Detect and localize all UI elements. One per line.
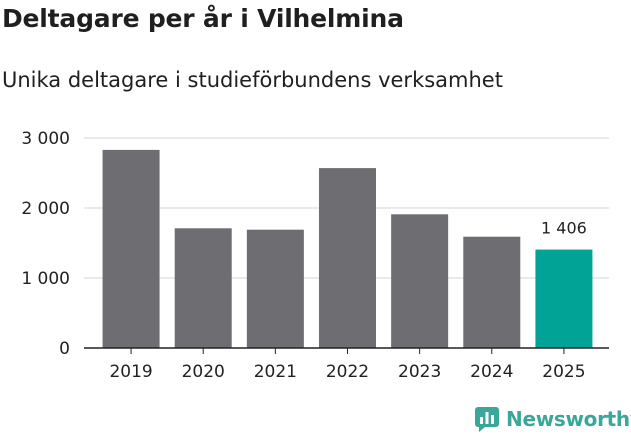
brand-name: Newsworthy xyxy=(506,407,631,431)
bar xyxy=(319,168,376,348)
y-tick-label: 0 xyxy=(59,339,70,359)
chart-title: Deltagare per år i Vilhelmina xyxy=(2,4,404,33)
chart-subtitle: Unika deltagare i studieförbundens verks… xyxy=(2,68,503,92)
x-tick-label: 2025 xyxy=(542,362,585,382)
newsworthy-logo-icon xyxy=(475,407,499,432)
bar-chart: 0 1 000 2 000 3 000 2019 2020 2021 2022 2023 2024… xyxy=(21,129,609,382)
x-tick-label: 2019 xyxy=(109,362,152,382)
y-tick-label: 3 000 xyxy=(21,129,70,149)
x-tick-label: 2023 xyxy=(398,362,441,382)
bar xyxy=(174,228,232,348)
data-label: 1 406 xyxy=(541,219,587,238)
newsworthy-logo: Newsworthy xyxy=(474,406,631,432)
y-tick-label: 2 000 xyxy=(21,199,70,219)
x-tick-label: 2021 xyxy=(254,362,297,382)
bar xyxy=(102,149,160,348)
bar xyxy=(463,236,521,348)
x-tick-label: 2020 xyxy=(182,362,225,382)
bar xyxy=(391,214,449,348)
bar xyxy=(246,229,304,348)
y-tick-label: 1 000 xyxy=(21,269,70,289)
bar xyxy=(535,249,593,348)
x-tick-label: 2022 xyxy=(326,362,369,382)
x-tick-label: 2024 xyxy=(470,362,513,382)
